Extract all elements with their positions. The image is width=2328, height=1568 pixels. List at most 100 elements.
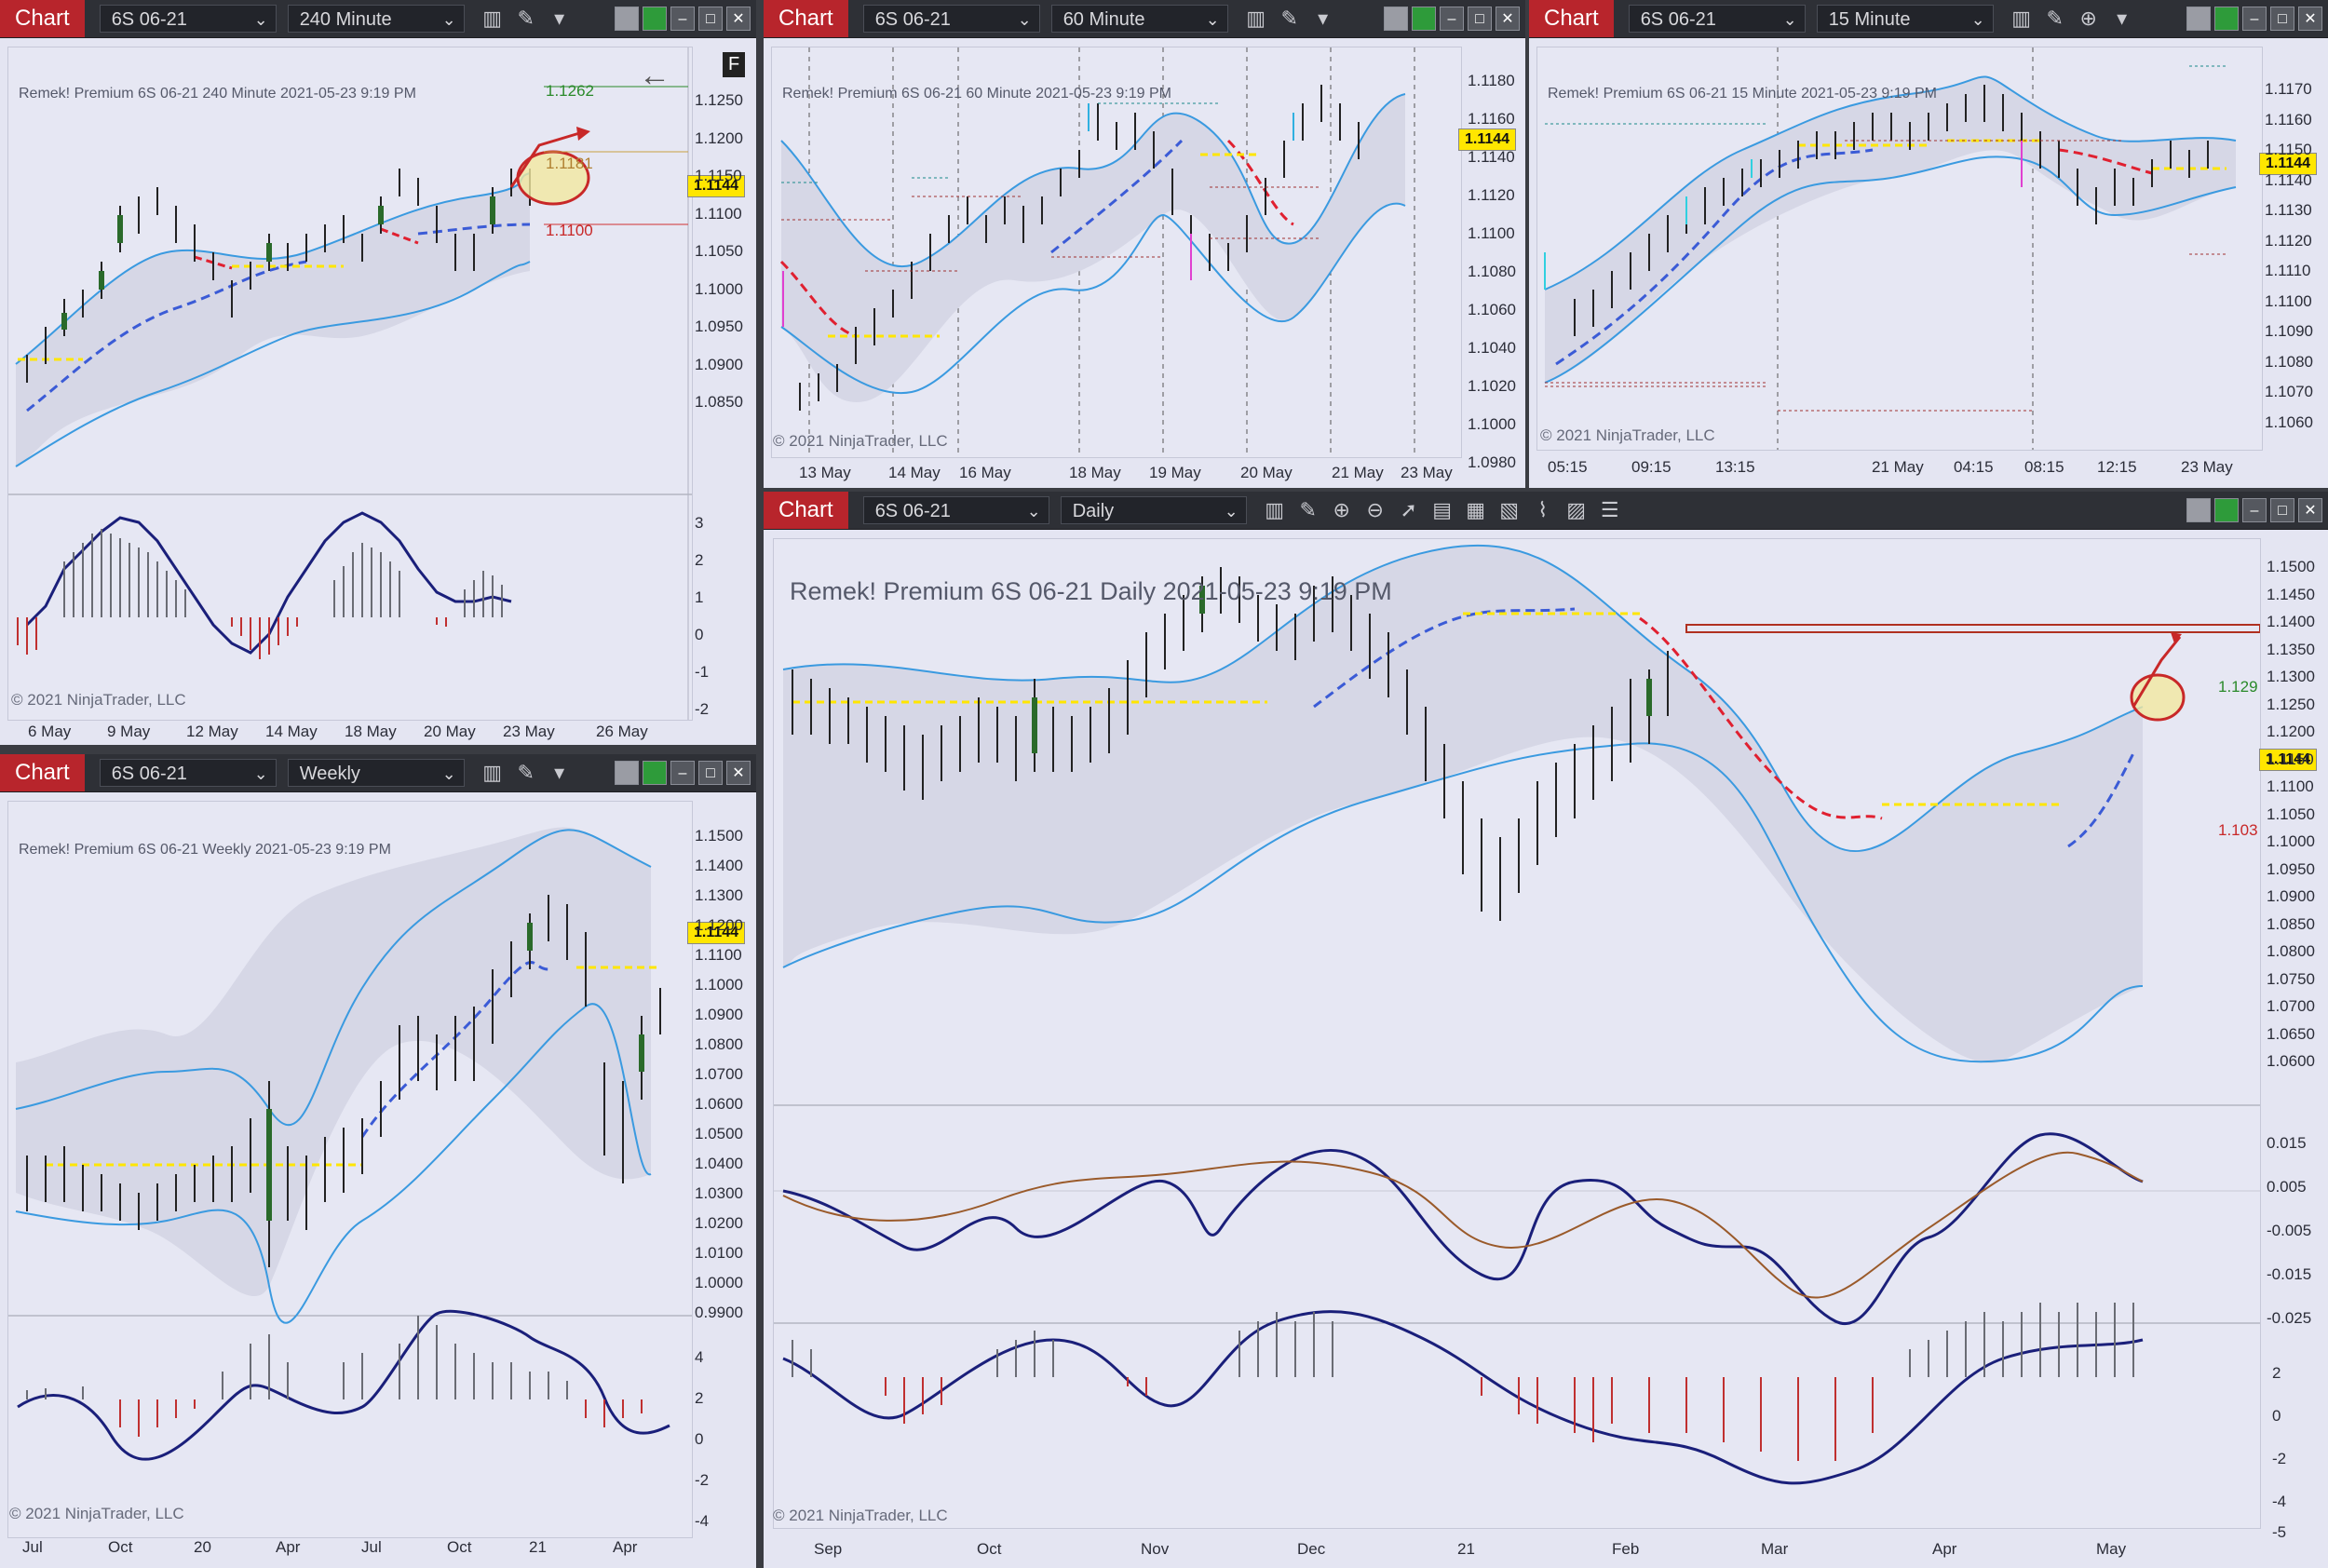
instrument-selector[interactable]: 6S 06-21 ⌄ [99,759,277,787]
price-tick: 1.1070 [2265,383,2313,400]
plot-area[interactable] [1536,47,2263,451]
price-tick: 1.1100 [695,204,742,223]
price-tick: 1.1500 [2267,558,2315,575]
minimize-button[interactable]: – [670,7,695,31]
price-tick: 1.0400 [695,1155,743,1172]
date-tick: Apr [1932,1540,1957,1558]
link-button[interactable] [615,7,639,31]
instrument-selector[interactable]: 6S 06-21 ⌄ [99,5,277,33]
bar-type-icon[interactable]: ▥ [482,761,503,784]
color-link-button[interactable] [2214,7,2239,31]
price-tick: 1.1150 [2265,141,2312,158]
close-button[interactable]: ✕ [2298,7,2322,31]
link-button[interactable] [615,761,639,785]
plot-area[interactable] [7,47,693,721]
price-tick: 1.1140 [2265,170,2312,189]
interval-selector[interactable]: 60 Minute ⌄ [1050,5,1228,33]
link-button[interactable] [1384,7,1408,31]
list-icon[interactable]: ☰ [1600,498,1619,521]
dropdown-arrow-icon[interactable]: ▾ [2117,7,2128,30]
osc-tick: 0.005 [2267,1178,2307,1196]
minimize-button[interactable]: – [670,761,695,785]
drawing-tool-icon[interactable]: ✎ [517,7,535,30]
chevron-down-icon: ⌄ [1782,10,1797,29]
date-tick: 12:15 [2097,458,2137,476]
price-tick: 1.0800 [695,1035,743,1053]
date-tick: Oct [977,1540,1002,1558]
interval-selector[interactable]: Weekly ⌄ [287,759,465,787]
drawing-tool-icon[interactable]: ✎ [2046,7,2064,30]
color-link-button[interactable] [643,7,667,31]
maximize-button[interactable]: □ [2270,7,2294,31]
close-button[interactable]: ✕ [2298,498,2322,522]
maximize-button[interactable]: □ [2270,498,2294,522]
link-button[interactable] [2186,7,2211,31]
bar-type-icon[interactable]: ▥ [2011,7,2032,30]
instrument-selector[interactable]: 6S 06-21 ⌄ [862,5,1040,33]
chart-tab[interactable]: Chart [764,492,848,529]
zoom-icon[interactable]: ⊕ [2079,7,2097,30]
link-button[interactable] [2186,498,2211,522]
dropdown-arrow-icon[interactable]: ▾ [1318,7,1329,30]
last-price-tag: 1.1144 [687,175,746,197]
bar-type-icon[interactable]: ▥ [482,7,503,30]
zoom-in-icon[interactable]: ⊕ [1333,498,1350,521]
chevron-down-icon: ⌄ [1026,502,1041,520]
drawing-tool-icon[interactable]: ✎ [1280,7,1298,30]
price-tick: 1.1110 [2265,262,2311,279]
data-box-icon[interactable]: ▤ [1432,498,1453,521]
minimize-button[interactable]: – [2242,7,2267,31]
price-tick: 1.1150 [2267,750,2314,768]
chart-canvas [779,47,1415,457]
maximize-button[interactable]: □ [698,761,723,785]
date-axis: 13 May 14 May 16 May 18 May 19 May 20 Ma… [799,464,1488,482]
instrument-selector[interactable]: 6S 06-21 ⌄ [862,496,1049,524]
minimize-button[interactable]: – [2242,498,2267,522]
price-tick: 1.1060 [1468,301,1516,318]
date-tick: Apr [613,1538,638,1556]
price-tick: 1.0850 [2267,914,2315,933]
minimize-button[interactable]: – [1440,7,1464,31]
color-link-button[interactable] [1412,7,1436,31]
instrument-selector[interactable]: 6S 06-21 ⌄ [1628,5,1806,33]
pointer-icon[interactable]: ➚ [1400,498,1417,521]
maximize-button[interactable]: □ [1468,7,1492,31]
color-link-button[interactable] [2214,498,2239,522]
bar-type-icon[interactable]: ▥ [1265,498,1285,521]
maximize-button[interactable]: □ [698,7,723,31]
price-tick: 1.1350 [2267,640,2315,658]
color-link-button[interactable] [643,761,667,785]
strategies-icon[interactable]: ⌇ [1537,498,1549,521]
interval-selector[interactable]: 240 Minute ⌄ [287,5,465,33]
close-button[interactable]: ✕ [1496,7,1520,31]
date-tick: Feb [1612,1540,1640,1558]
chevron-down-icon: ⌄ [253,10,268,29]
drawing-tool-icon[interactable]: ✎ [1299,498,1317,521]
interval-selector[interactable]: Daily ⌄ [1060,496,1247,524]
chart-window-daily: Chart 6S 06-21 ⌄ Daily ⌄ ▥ ✎ ⊕ ⊖ ➚ ▤ ▦ ▧ ⌇… [764,492,2328,1568]
chart-tab[interactable]: Chart [764,0,848,37]
dropdown-arrow-icon[interactable]: ▾ [554,7,565,30]
plot-area[interactable] [771,47,1462,458]
price-tick: 1.1050 [2267,804,2315,823]
osc-tick: -4 [2272,1493,2287,1510]
close-button[interactable]: ✕ [726,7,751,31]
date-tick: 9 May [107,723,151,740]
bar-type-icon[interactable]: ▥ [1246,7,1266,30]
dropdown-arrow-icon[interactable]: ▾ [554,761,565,784]
chart-tab[interactable]: Chart [1529,0,1614,37]
templates-icon[interactable]: ▨ [1566,498,1587,521]
drawing-tool-icon[interactable]: ✎ [517,761,535,784]
indicators-icon[interactable]: ▧ [1499,498,1520,521]
interval-selector[interactable]: 15 Minute ⌄ [1816,5,1994,33]
close-button[interactable]: ✕ [726,761,751,785]
f-badge[interactable]: F [723,52,746,77]
plot-area[interactable] [7,801,693,1538]
chart-tab[interactable]: Chart [0,0,85,37]
plot-area[interactable] [773,538,2261,1529]
osc-tick: -0.005 [2267,1222,2312,1239]
zoom-out-icon[interactable]: ⊖ [1366,498,1384,521]
chart-tab[interactable]: Chart [0,754,85,791]
properties-icon[interactable]: ▦ [1466,498,1486,521]
back-arrow-icon[interactable]: ← [639,58,670,93]
